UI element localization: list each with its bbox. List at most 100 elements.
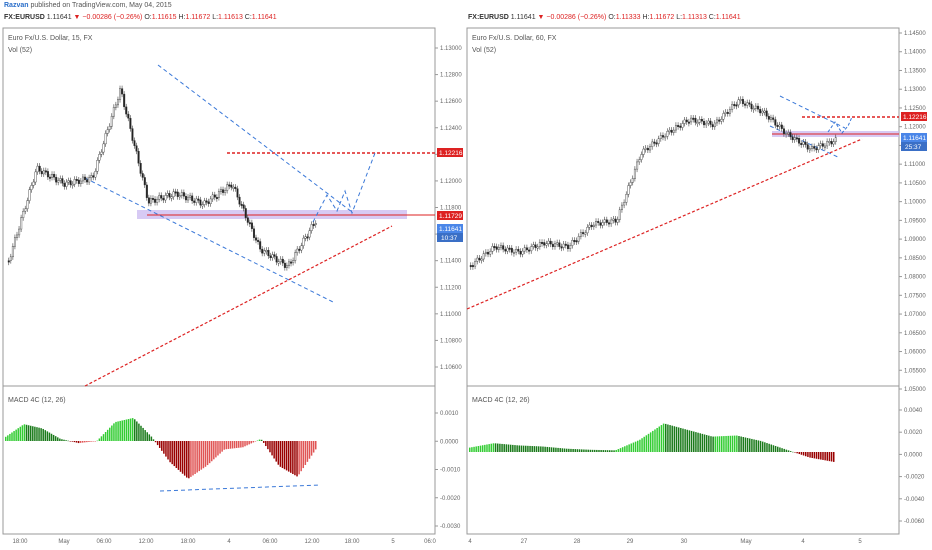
left-macd-pane[interactable] [2,385,436,535]
left-macd-bar [217,441,219,456]
left-macd-bar [96,440,99,442]
right-price-pane[interactable] [466,27,900,387]
right-macd-bar [634,441,637,452]
right-macd-bar [712,436,714,452]
price-tick-label: -0.0020 [440,496,461,502]
right-candle [659,135,662,139]
right-macd-bar [604,450,607,452]
left-macd-bar [269,441,271,453]
price-tick-label: 1.07500 [904,293,926,299]
left-time-axis[interactable]: 18:00 May 06:00 12:00 18:00 4 06:00 12:00 18:00 5… [12,539,436,545]
left-current-tag [437,224,463,233]
left-macd-bar [250,441,253,444]
left-macd-bar [277,441,280,465]
left-price-pane[interactable] [2,27,436,387]
right-candle [497,246,500,250]
right-macd-bar [680,428,682,452]
right-chart[interactable]: Euro Fx/U.S. Dollar, 60, FX Vol (52) MAC… [466,27,927,545]
right-candle [690,117,693,123]
left-macd-bar [198,441,200,472]
price-tick-label: 1.10000 [904,200,926,206]
price-tick-label: 1.11800 [440,206,462,212]
right-channel-top [779,95,846,129]
right-candle [703,121,706,126]
left-candle [252,228,255,238]
right-candle [508,247,511,250]
price-tick-label: 1.12000 [440,179,462,185]
right-candle [569,245,572,250]
right-last: 1.11641 [510,14,536,21]
left-candle [234,186,237,189]
left-candle [302,237,305,246]
left-countdown-text: 10:37 [441,235,458,242]
right-countdown-tag [901,142,927,151]
price-tick-label: 1.11400 [440,259,462,265]
left-candle [154,198,157,203]
left-candle [242,204,245,209]
right-candle [627,185,630,195]
right-macd-bar [479,445,482,452]
left-macd-bar [225,441,228,450]
price-tick-label: 1.13500 [904,68,926,74]
left-candle [279,258,282,262]
left-macd-bar [154,441,157,443]
right-candle [521,250,524,255]
left-candle [53,174,56,178]
left-candle [30,185,33,190]
right-macd-bar [718,436,721,452]
left-macd-bar [271,441,273,456]
right-candle [813,146,816,149]
right-macd-bar [473,446,475,452]
right-candle [493,246,496,249]
right-candle [698,119,701,123]
right-close: 1.11641 [715,14,741,21]
right-macd-label: MACD 4C (12, 26) [472,397,530,404]
right-time-axis[interactable]: 4 27 28 29 30 May 4 5 [468,539,862,545]
right-macd-bar [710,436,712,452]
right-candle [506,247,509,252]
right-candle [614,218,617,223]
right-candle [666,131,669,137]
left-macd-bar [204,441,207,467]
right-candle [748,102,751,105]
right-candle [655,142,658,145]
right-symbol[interactable]: FX:EURUSD [468,14,509,21]
right-candle [672,129,675,133]
left-chart[interactable]: Euro Fx/U.S. Dollar, 15, FX Vol (52) MAC… [2,27,463,545]
right-candle [534,244,537,248]
right-macd-bar [658,426,661,452]
left-macd-bar [273,441,275,459]
left-macd-bar [202,441,205,469]
left-macd-bar [200,441,203,470]
left-current-tag-text: 1.11641 [439,226,462,233]
right-price-axis[interactable]: 1.14500 1.14000 1.13500 1.13000 1.12500 1.120… [899,31,926,393]
right-macd-bar [833,452,835,462]
right-candle [573,240,576,242]
left-candle [16,234,19,238]
left-macd-axis[interactable]: 0.0010 0.0000 -0.0010 -0.0020 -0.0030 [435,411,461,530]
price-tick-label: 1.14500 [904,31,926,37]
right-candle [517,248,520,252]
left-close: 1.11641 [251,14,277,21]
left-macd-bar [192,441,194,476]
left-macd-bar [298,441,300,475]
right-candle [739,99,742,101]
right-uptrend-line [466,138,863,310]
left-candle [285,265,288,268]
right-macd-axis[interactable]: 0.0040 0.0020 0.0000 -0.0020 -0.0040 -0.0060 [899,408,925,525]
right-candle [687,121,690,124]
right-macd-bar [807,452,809,457]
left-candle [156,199,159,203]
left-price-axis[interactable]: 1.130001.128001.126001.124001.122001.120… [435,46,462,371]
left-macd-bar [210,441,213,462]
right-candle [610,219,613,225]
right-macd-bar [761,441,764,452]
left-macd-bar [285,441,288,471]
right-macd-bar [553,447,555,452]
right-candle [515,248,518,253]
right-macd-bar [557,447,559,452]
author-name[interactable]: Razvan [4,2,29,9]
left-symbol[interactable]: FX:EURUSD [4,14,45,21]
right-macd-bar [481,445,484,452]
right-candle [579,232,582,237]
